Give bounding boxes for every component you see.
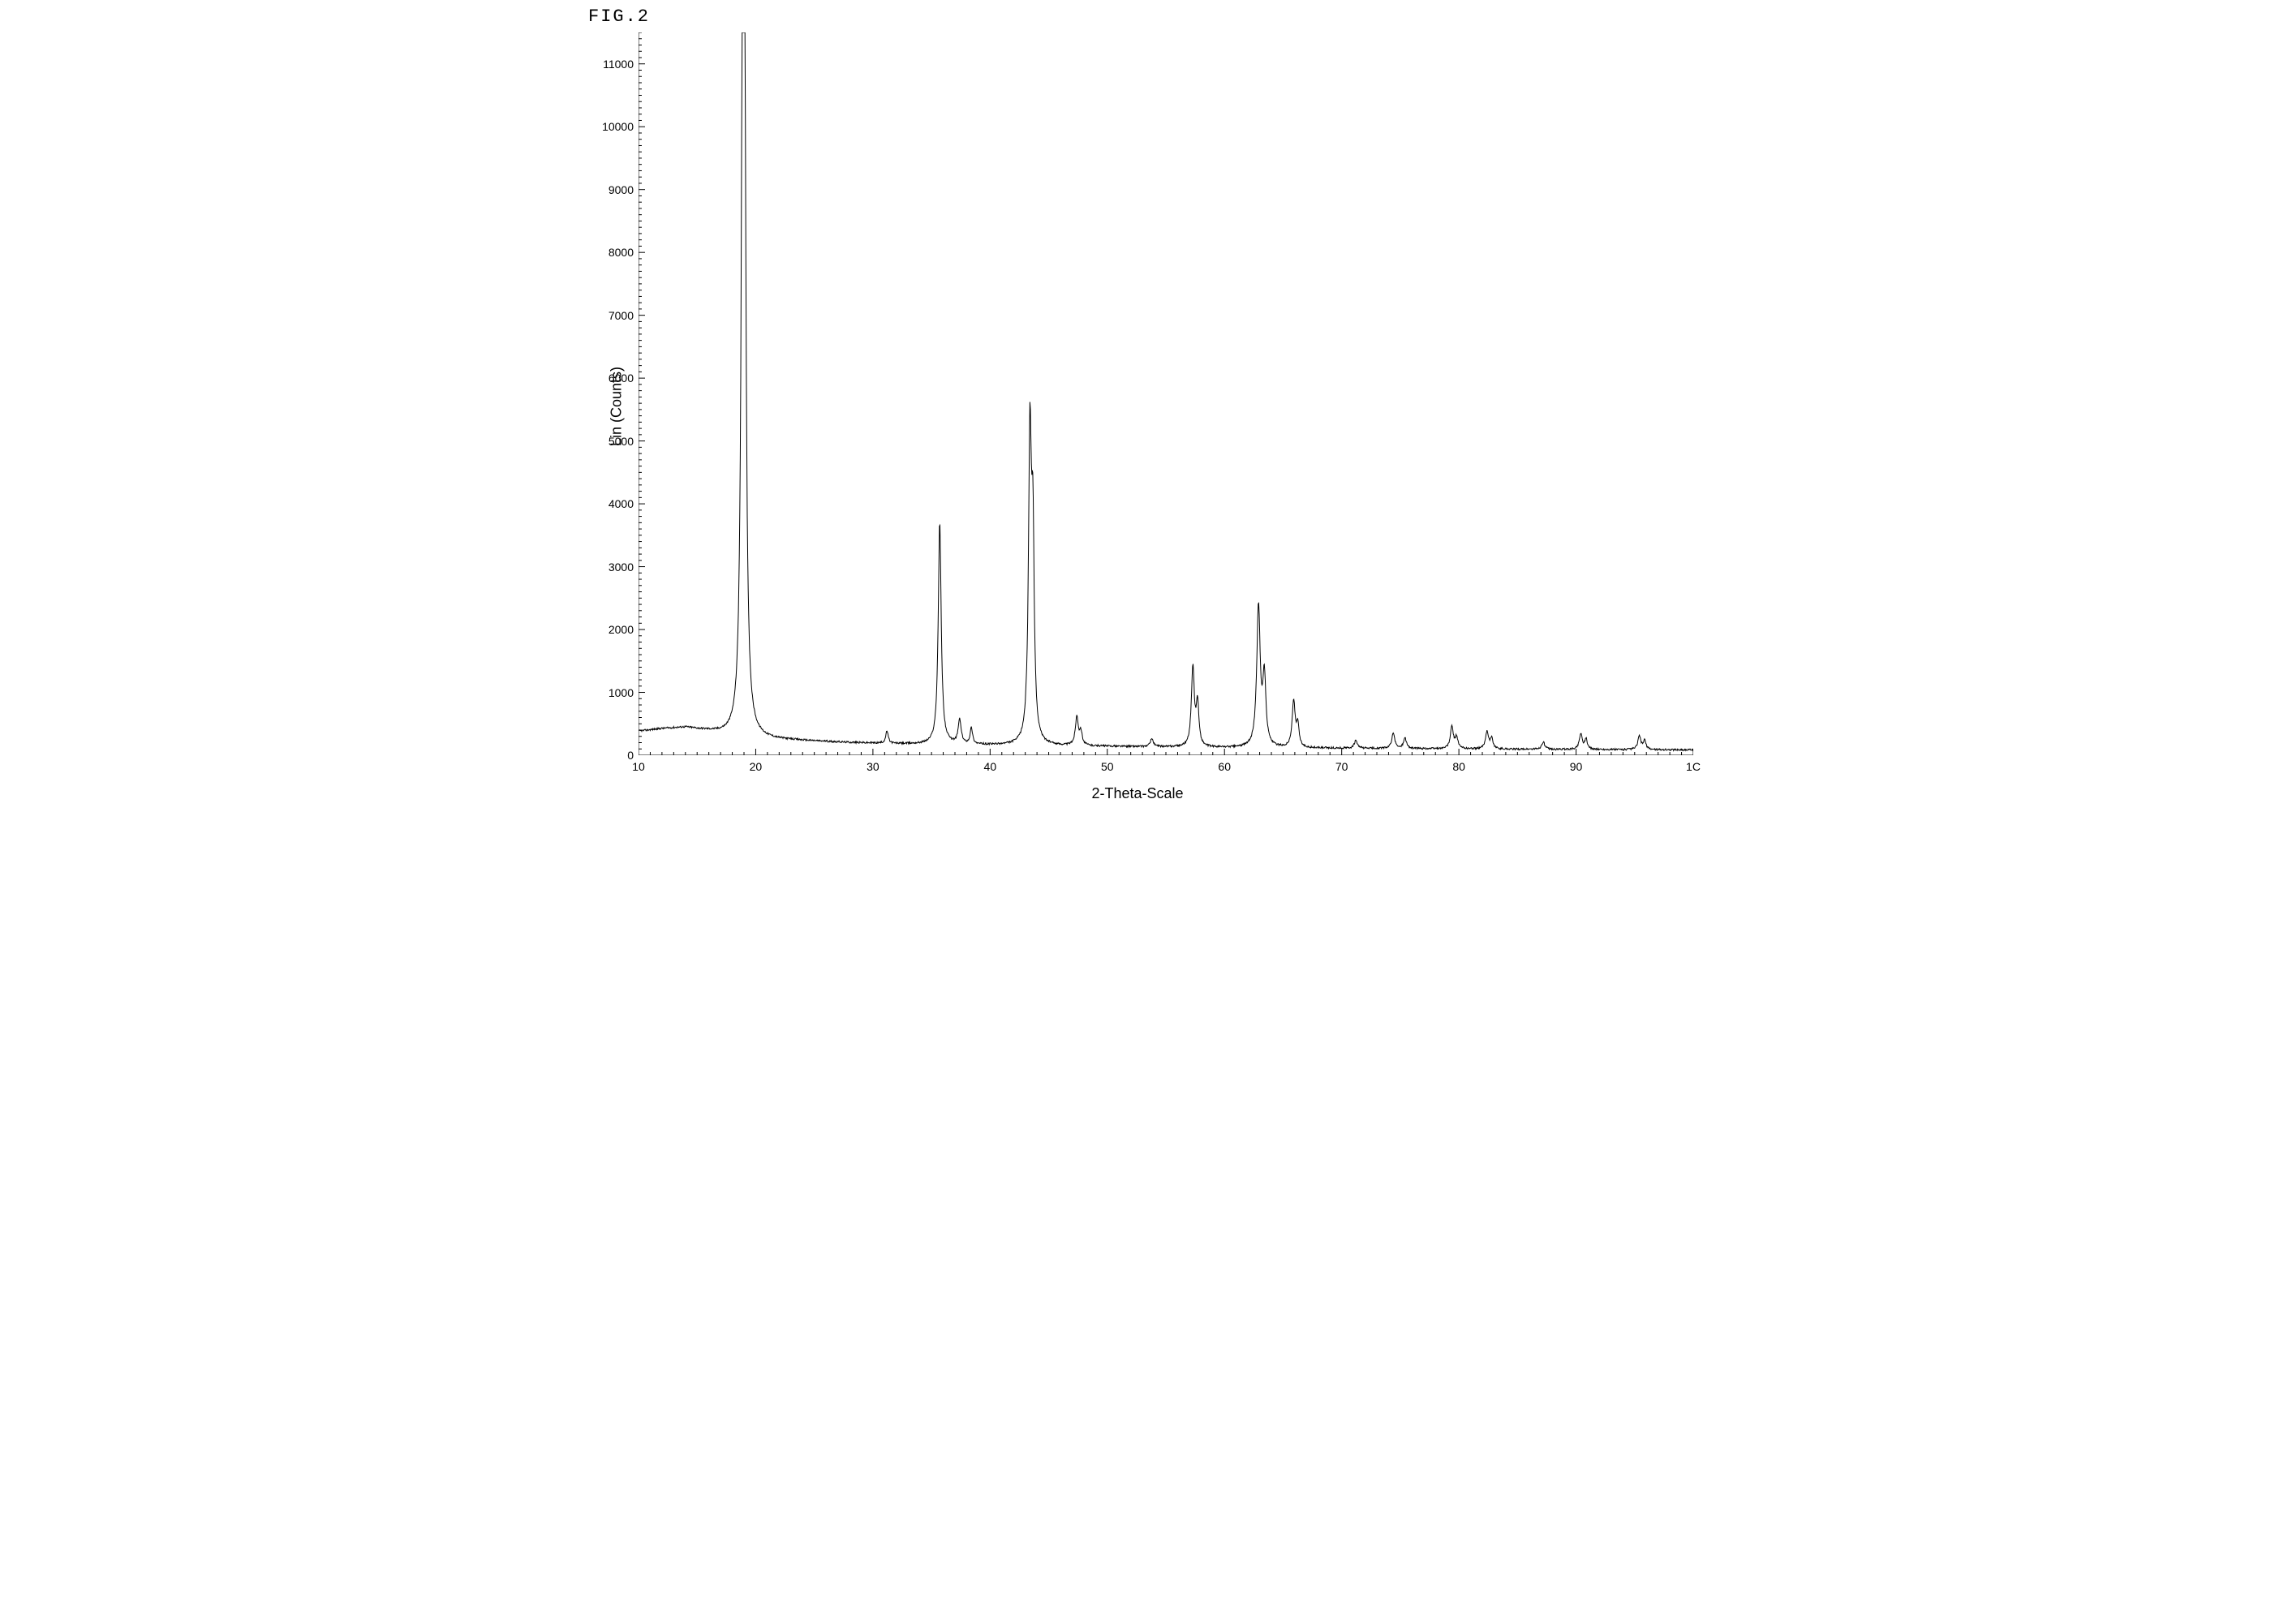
y-tick-label: 6000 [609, 372, 639, 385]
figure-container: FIG.2 Lin (Counts) 2-Theta-Scale 0100020… [569, 0, 1706, 812]
x-axis-label: 2-Theta-Scale [1091, 785, 1183, 802]
x-tick-label: 90 [1570, 755, 1583, 773]
y-tick-label: 10000 [602, 120, 639, 133]
y-tick-label: 9000 [609, 183, 639, 196]
x-tick-label: 80 [1452, 755, 1465, 773]
y-tick-label: 3000 [609, 561, 639, 574]
x-tick-label: 70 [1335, 755, 1348, 773]
y-tick-label: 1000 [609, 686, 639, 699]
y-tick-label: 5000 [609, 435, 639, 448]
xrd-chart-svg [639, 32, 1693, 755]
y-tick-label: 2000 [609, 623, 639, 636]
x-tick-label: 10 [632, 755, 645, 773]
x-tick-label: 50 [1101, 755, 1114, 773]
y-tick-label: 11000 [603, 58, 639, 71]
x-tick-label: 20 [750, 755, 763, 773]
x-tick-label: 40 [984, 755, 997, 773]
figure-label: FIG.2 [588, 6, 650, 27]
y-tick-label: 4000 [609, 497, 639, 510]
plot-area: 0100020003000400050006000700080009000100… [639, 32, 1693, 755]
y-tick-label: 7000 [609, 309, 639, 322]
y-tick-label: 8000 [609, 246, 639, 259]
x-tick-label: 60 [1218, 755, 1231, 773]
x-tick-label: 1C [1686, 755, 1701, 773]
x-tick-label: 30 [867, 755, 879, 773]
